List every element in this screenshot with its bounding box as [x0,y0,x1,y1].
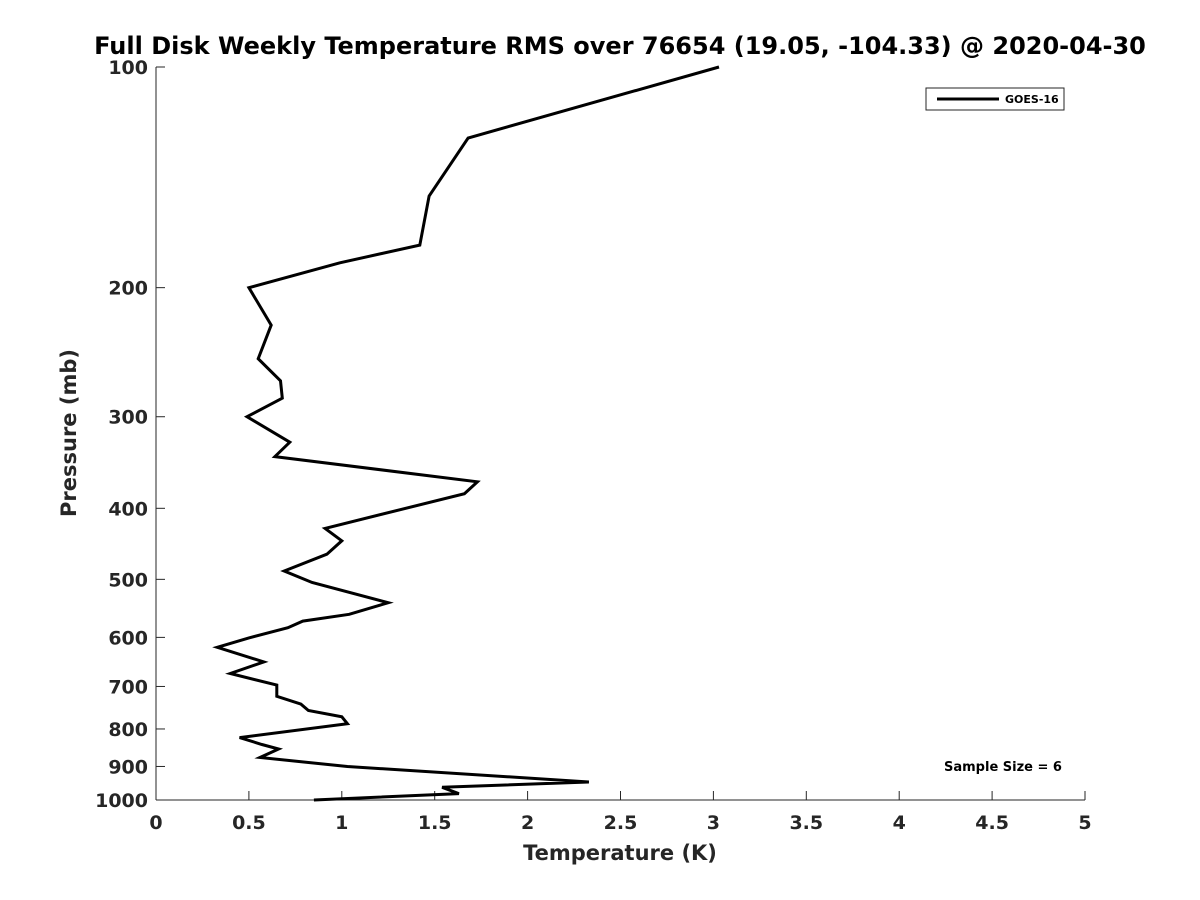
y-tick-label: 900 [108,756,148,778]
x-tick-label: 2.5 [604,812,638,834]
y-tick-label: 100 [108,57,148,79]
y-tick-label: 1000 [95,790,148,812]
sample-size-annotation: Sample Size = 6 [944,760,1062,775]
y-tick-label: 600 [108,627,148,649]
x-tick-label: 0 [149,812,162,834]
x-tick-label: 4.5 [975,812,1009,834]
y-tick-label: 200 [108,278,148,300]
y-axis-label: Pressure (mb) [57,349,81,517]
x-ticks: 0 0.5 1 1.5 2 2.5 3 3.5 4 4.5 5 [149,791,1092,834]
x-tick-label: 3.5 [789,812,823,834]
chart-title: Full Disk Weekly Temperature RMS over 76… [94,32,1146,60]
y-tick-label: 400 [108,498,148,520]
x-tick-label: 0.5 [232,812,266,834]
x-tick-label: 1 [335,812,348,834]
y-ticks: 100 200 300 400 500 600 700 800 900 1000 [95,57,165,812]
y-tick-label: 300 [108,407,148,429]
legend-label-goes-16: GOES-16 [1005,93,1059,106]
series-line-goes-16 [212,65,720,802]
x-tick-label: 1.5 [418,812,452,834]
y-tick-label: 700 [108,676,148,698]
x-axis-label: Temperature (K) [523,841,717,865]
y-tick-label: 800 [108,719,148,741]
plot-area [156,67,1085,800]
x-tick-label: 2 [521,812,534,834]
x-tick-label: 5 [1078,812,1091,834]
x-tick-label: 3 [707,812,720,834]
legend: GOES-16 [925,87,1065,111]
y-tick-label: 500 [108,569,148,591]
x-tick-label: 4 [893,812,906,834]
